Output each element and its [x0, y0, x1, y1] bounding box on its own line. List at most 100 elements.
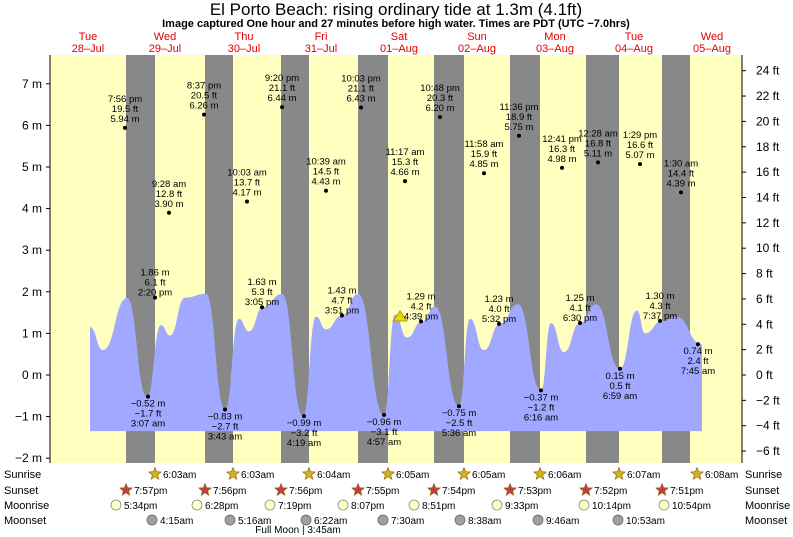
moonrise-time: 5:34pm: [124, 501, 157, 512]
tide-label: 4.2 ft: [410, 301, 431, 312]
tide-label: 4.39 m: [666, 178, 695, 189]
moonset-time: 8:38am: [468, 516, 501, 527]
tide-label: 2:20 pm: [138, 288, 172, 299]
y-tick-label-m: 5 m: [22, 160, 42, 174]
moonrise-icon: [110, 499, 122, 511]
tide-label: 7:45 am: [681, 366, 715, 377]
tide-point: [596, 160, 600, 165]
row-label-left-moonrise: Moonrise: [4, 500, 49, 512]
tide-label: 21.1 ft: [269, 83, 296, 94]
tide-point: [223, 407, 227, 412]
tide-label: 5.75 m: [504, 122, 533, 133]
moonset-icon: [377, 514, 389, 526]
y-tick-label-ft: 14 ft: [756, 190, 780, 204]
tide-point: [419, 319, 423, 324]
tide-point: [260, 305, 264, 310]
sunset-time: 7:51pm: [670, 486, 703, 497]
moonrise-icon: [191, 499, 203, 511]
tide-label: −0.37 m: [524, 392, 559, 403]
tide-label: 1.23 m: [484, 294, 513, 305]
tide-label: 9:28 am: [152, 179, 186, 190]
tide-label: −0.96 m: [367, 417, 402, 428]
day-label-dow: Thu: [235, 31, 254, 43]
tide-label: 1.30 m: [645, 291, 674, 302]
tide-label: 1.29 m: [406, 291, 435, 302]
day-label-date: 05–Aug: [693, 43, 731, 55]
tide-label: 4.98 m: [547, 154, 576, 165]
tide-label: 4.3 ft: [649, 301, 670, 312]
y-tick-label-ft: 24 ft: [756, 64, 780, 78]
sunset-time: 7:57pm: [134, 486, 167, 497]
day-label-date: 29–Jul: [149, 43, 181, 55]
tide-label: 4.1 ft: [569, 303, 590, 314]
day-label-dow: Tue: [79, 31, 98, 43]
tide-label: 19.5 ft: [112, 104, 139, 115]
sunset-icon: [198, 482, 212, 496]
moonrise-time: 8:07pm: [351, 501, 384, 512]
sunrise-icon: [381, 466, 395, 480]
sunset-time: 7:56pm: [289, 486, 322, 497]
tide-label: 14.5 ft: [313, 167, 340, 178]
tide-label: 3.90 m: [154, 199, 183, 210]
y-tick-label-ft: −6 ft: [756, 444, 780, 458]
tide-label: 4.43 m: [311, 177, 340, 188]
moonrise-icon: [337, 499, 349, 511]
sunrise-time: 6:03am: [241, 470, 274, 481]
tide-label: 4:57 am: [367, 437, 401, 448]
row-label-left-moonset: Moonset: [4, 515, 46, 527]
tide-label: −1.2 ft: [528, 402, 555, 413]
y-tick-label-ft: 22 ft: [756, 89, 780, 103]
moonrise-time: 10:54pm: [672, 501, 711, 512]
day-label-date: 28–Jul: [72, 43, 104, 55]
sunrise-time: 6:03am: [163, 470, 196, 481]
y-tick-label-m: 0 m: [22, 368, 42, 382]
tide-point: [658, 318, 662, 323]
tide-point: [679, 190, 683, 195]
day-label-date: 01–Aug: [380, 43, 418, 55]
tide-point: [578, 321, 582, 325]
tide-label: 4:39 pm: [404, 311, 438, 322]
tide-label: 6.43 m: [346, 94, 375, 105]
tide-label: 20.3 ft: [427, 93, 454, 104]
y-tick-label-m: 7 m: [22, 77, 42, 91]
sunrise-icon: [302, 466, 316, 480]
moonset-icon: [532, 514, 544, 526]
sunset-icon: [274, 482, 288, 496]
day-label-date: 30–Jul: [228, 43, 260, 55]
moonset-time: 6:22am: [314, 516, 347, 527]
tide-point: [245, 199, 249, 204]
tide-point: [618, 366, 622, 371]
tide-point: [497, 321, 501, 326]
day-label-date: 31–Jul: [305, 43, 337, 55]
tide-label: −0.75 m: [442, 408, 477, 419]
row-label-right-moonrise: Moonrise: [745, 500, 790, 512]
moonset-time: 5:16am: [238, 516, 271, 527]
tide-label: 5.3 ft: [251, 287, 272, 298]
tide-point: [280, 105, 284, 110]
tide-label: 6:59 am: [603, 391, 637, 402]
tide-label: 6.20 m: [425, 103, 454, 114]
moonset-icon: [146, 514, 158, 526]
tide-label: 4:19 am: [287, 438, 321, 449]
row-label-right-sunset: Sunset: [745, 485, 779, 497]
tide-label: 7:56 pm: [108, 94, 142, 105]
tide-label: 12.8 ft: [156, 189, 183, 200]
tide-point: [340, 313, 344, 318]
current-tide-marker: [392, 310, 408, 322]
tide-label: 16.8 ft: [585, 138, 612, 149]
tide-label: 10:03 am: [227, 168, 267, 179]
day-label-dow: Fri: [315, 31, 328, 43]
tide-label: 8:37 pm: [187, 81, 221, 92]
sunrise-time: 6:08am: [705, 470, 738, 481]
sunrise-icon: [148, 466, 162, 480]
tide-label: 15.3 ft: [392, 157, 419, 168]
moonrise-icon: [578, 499, 590, 511]
sunrise-time: 6:07am: [627, 470, 660, 481]
tide-label: 4.7 ft: [331, 296, 352, 307]
sunset-time: 7:55pm: [366, 486, 399, 497]
tide-label: 6.26 m: [189, 101, 218, 112]
moonset-icon: [612, 514, 624, 526]
moonrise-time: 7:19pm: [278, 501, 311, 512]
y-tick-label-m: 3 m: [22, 243, 42, 257]
y-tick-label-ft: 0 ft: [756, 368, 773, 382]
